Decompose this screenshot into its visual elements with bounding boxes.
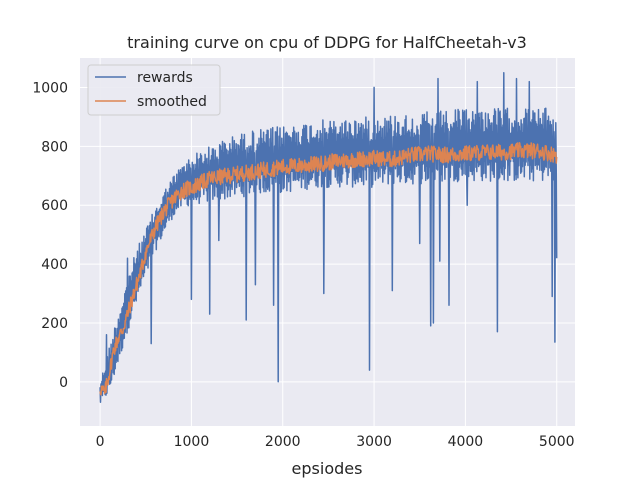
x-tick-label: 3000 xyxy=(356,434,392,450)
y-tick-label: 400 xyxy=(41,257,68,273)
x-tick-label: 5000 xyxy=(539,434,575,450)
x-tick-label: 0 xyxy=(96,434,105,450)
x-tick-labels: 0 1000 2000 3000 4000 5000 xyxy=(96,434,575,450)
x-tick-label: 4000 xyxy=(448,434,484,450)
smoothed-line xyxy=(99,142,558,396)
plot-background xyxy=(80,58,575,426)
y-tick-label: 600 xyxy=(41,198,68,214)
chart-title: training curve on cpu of DDPG for HalfCh… xyxy=(127,33,527,52)
legend-label-rewards: rewards xyxy=(137,70,193,86)
x-tick-label: 1000 xyxy=(174,434,210,450)
y-tick-label: 200 xyxy=(41,316,68,332)
y-tick-label: 800 xyxy=(41,139,68,155)
legend-label-smoothed: smoothed xyxy=(137,94,207,110)
legend: rewards smoothed xyxy=(87,64,221,116)
y-tick-label: 0 xyxy=(59,375,68,391)
series-smoothed xyxy=(99,142,558,396)
x-axis-label: epsiodes xyxy=(292,459,363,478)
y-tick-labels: 0 200 400 600 800 1000 xyxy=(32,80,68,390)
y-tick-label: 1000 xyxy=(32,80,68,96)
x-tick-label: 2000 xyxy=(265,434,301,450)
